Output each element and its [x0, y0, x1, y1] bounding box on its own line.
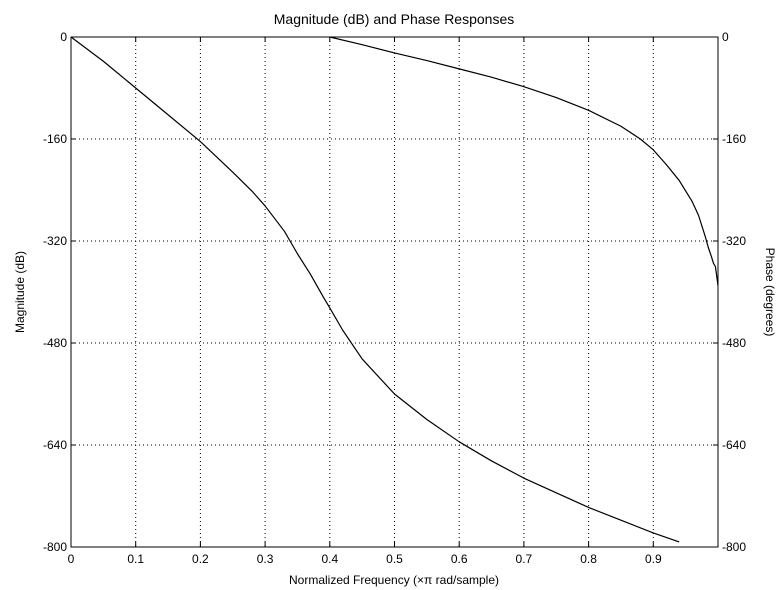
magnitude-series-line: [70, 36, 680, 543]
y-axis-label-left: Magnitude (dB): [13, 251, 27, 333]
x-tick-label: 0.7: [516, 552, 533, 566]
x-tick-labels: 0 0.1 0.2 0.3 0.4 0.5 0.6 0.7 0.8 0.9: [68, 552, 662, 566]
y-right-tick-label: -640: [722, 438, 746, 452]
y-right-tick-label: 0: [722, 30, 729, 44]
x-tick-label: 0: [68, 552, 75, 566]
y-right-tick-labels: 0 -160 -320 -480 -640 -800: [722, 30, 746, 554]
x-tick-label: 0.9: [645, 552, 662, 566]
y-left-tick-label: -320: [43, 234, 67, 248]
y-right-tick-label: -320: [722, 234, 746, 248]
y-left-tick-label: -160: [43, 132, 67, 146]
x-tick-label: 0.3: [257, 552, 274, 566]
series-lines: [70, 36, 719, 543]
y-left-tick-label: -800: [43, 540, 67, 554]
y-right-tick-label: -800: [722, 540, 746, 554]
x-tick-label: 0.1: [127, 552, 144, 566]
y-axis-label-right: Phase (degrees): [763, 248, 777, 337]
y-right-tick-label: -160: [722, 132, 746, 146]
x-tick-label: 0.5: [386, 552, 403, 566]
x-tick-label: 0.8: [580, 552, 597, 566]
y-left-tick-label: -480: [43, 336, 67, 350]
x-tick-label: 0.6: [451, 552, 468, 566]
chart-title: Magnitude (dB) and Phase Responses: [274, 11, 514, 27]
x-tick-label: 0.4: [321, 552, 338, 566]
y-right-tick-label: -480: [722, 336, 746, 350]
grid-lines: [71, 37, 718, 547]
y-left-tick-label: -640: [43, 438, 67, 452]
phase-series-line: [329, 36, 719, 286]
axis-ticks: [70, 36, 718, 548]
y-left-tick-label: 0: [60, 30, 67, 44]
x-tick-label: 0.2: [192, 552, 209, 566]
x-axis-label: Normalized Frequency (×π rad/sample): [289, 573, 499, 587]
y-left-tick-labels: 0 -160 -320 -480 -640 -800: [43, 30, 67, 554]
